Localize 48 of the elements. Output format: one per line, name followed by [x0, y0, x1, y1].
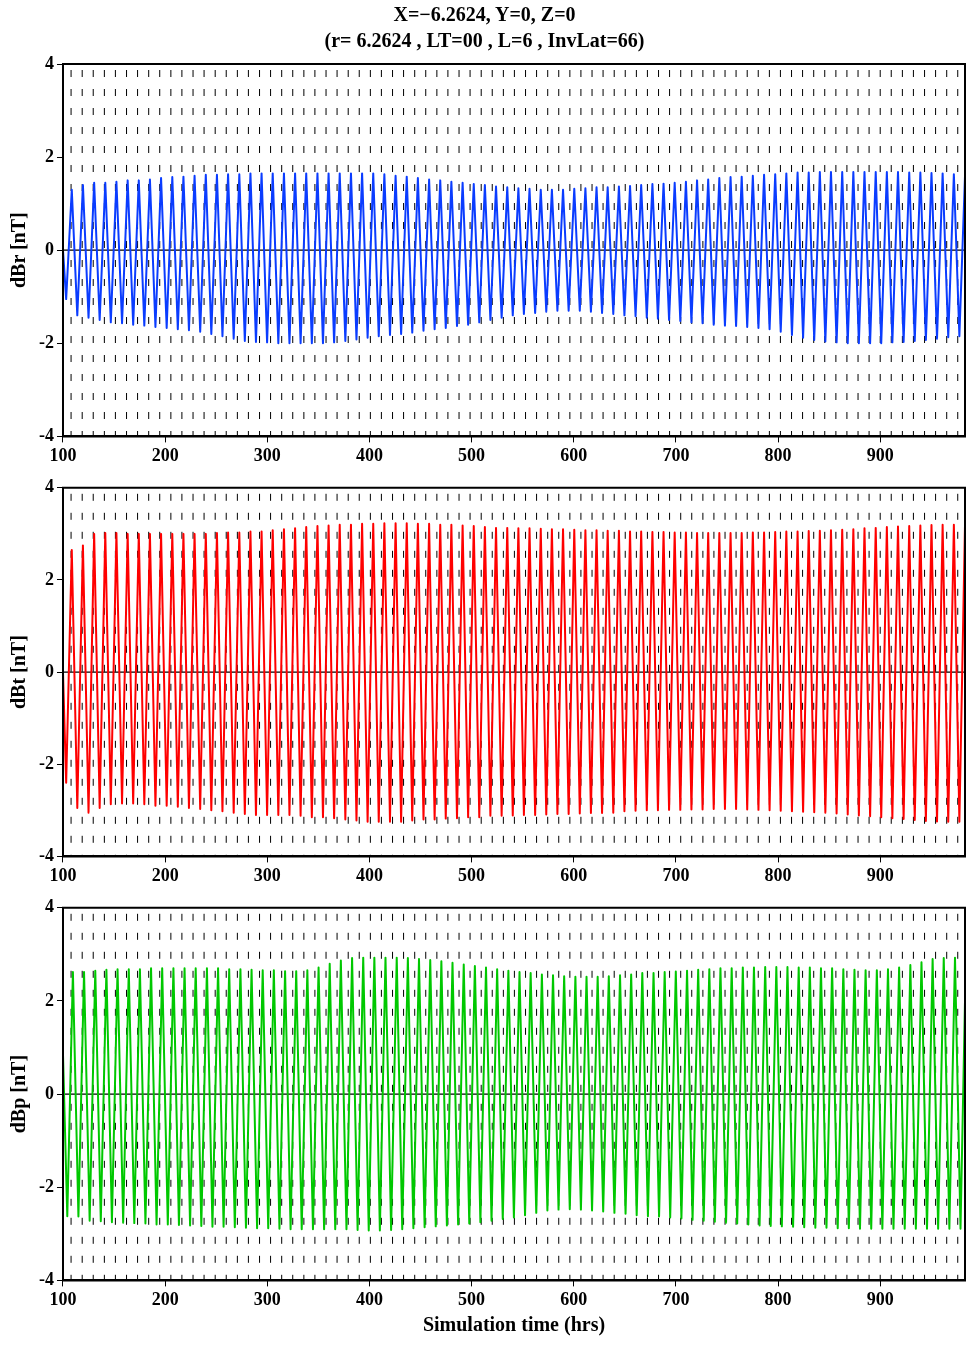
x-tick-label: 800	[764, 1288, 792, 1309]
x-tick-label: 800	[764, 864, 792, 885]
x-tick-label: 600	[560, 444, 588, 465]
x-tick-label: 600	[560, 1288, 588, 1309]
y-tick-label: -4	[38, 1269, 54, 1290]
x-tick-label: 500	[458, 864, 486, 885]
y-tick-label: -4	[38, 845, 54, 866]
x-tick-label: 400	[355, 444, 383, 465]
x-tick-label: 900	[866, 1288, 894, 1309]
x-tick-label: 400	[355, 1288, 383, 1309]
chart-title: X=−6.2624, Y=0, Z=0	[393, 3, 576, 26]
x-tick-label: 100	[49, 1288, 77, 1309]
y-tick-label: 4	[44, 896, 54, 917]
y-tick-label: 2	[44, 568, 54, 589]
x-tick-label: 200	[151, 1288, 179, 1309]
y-tick-label: -2	[38, 752, 54, 773]
y-tick-label: 0	[44, 238, 54, 259]
x-tick-label: 600	[560, 864, 588, 885]
y-tick-label: 0	[44, 660, 54, 681]
y-tick-label: -2	[38, 331, 54, 352]
y-axis-title: dBt [nT]	[7, 635, 30, 710]
x-tick-label: 900	[866, 444, 894, 465]
x-tick-label: 300	[253, 444, 281, 465]
x-tick-label: 300	[253, 1288, 281, 1309]
x-tick-label: 500	[458, 444, 486, 465]
x-tick-label: 300	[253, 864, 281, 885]
x-tick-label: 100	[49, 864, 77, 885]
x-tick-label: 800	[764, 444, 792, 465]
x-tick-label: 500	[458, 1288, 486, 1309]
y-tick-label: 2	[44, 145, 54, 166]
x-tick-label: 200	[151, 444, 179, 465]
x-tick-label: 700	[662, 864, 690, 885]
x-axis-title: Simulation time (hrs)	[422, 1313, 606, 1337]
x-tick-label: 100	[49, 444, 77, 465]
x-tick-label: 400	[355, 864, 383, 885]
y-tick-label: 2	[44, 989, 54, 1010]
y-tick-label: 4	[44, 52, 54, 73]
chart-subtitle: (r= 6.2624 , LT=00 , L=6 , InvLat=66)	[324, 29, 645, 53]
y-tick-label: -4	[38, 425, 54, 446]
x-tick-label: 200	[151, 864, 179, 885]
y-axis-title: dBr [nT]	[7, 212, 30, 289]
y-axis-title: dBp [nT]	[7, 1054, 31, 1134]
y-tick-label: -2	[38, 1175, 54, 1196]
y-tick-label: 0	[44, 1082, 54, 1103]
x-tick-label: 700	[662, 1288, 690, 1309]
y-tick-label: 4	[44, 476, 54, 497]
x-tick-label: 900	[866, 864, 894, 885]
x-tick-label: 700	[662, 444, 690, 465]
